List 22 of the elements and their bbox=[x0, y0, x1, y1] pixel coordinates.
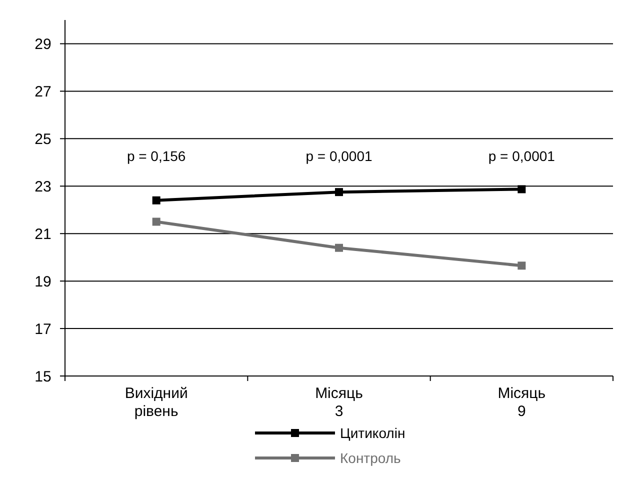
point bbox=[152, 196, 160, 204]
y-tick-label: 19 bbox=[34, 273, 52, 290]
point bbox=[518, 185, 526, 194]
y-tick-label: 29 bbox=[34, 36, 52, 53]
y-tick-label: 21 bbox=[34, 226, 52, 243]
annotation: p = 0,156 bbox=[126, 148, 186, 164]
point bbox=[335, 188, 343, 196]
annotation: p = 0,0001 bbox=[488, 148, 556, 164]
y-tick-label: 23 bbox=[34, 178, 52, 196]
y-tick-label: 25 bbox=[34, 130, 52, 148]
y-tick-label: 27 bbox=[34, 83, 52, 100]
y-tick-label: 17 bbox=[34, 320, 52, 338]
text: Контроль bbox=[340, 450, 401, 466]
annotation: p = 0,0001 bbox=[306, 148, 372, 164]
x-tick-label: Місяць 3 bbox=[315, 385, 364, 420]
point bbox=[152, 218, 160, 226]
point bbox=[335, 244, 343, 252]
text: Цитиколін bbox=[340, 424, 406, 441]
point bbox=[518, 262, 526, 270]
y-tick-label: 15 bbox=[34, 368, 52, 386]
x-tick-label: Місяць 9 bbox=[498, 385, 546, 420]
x-tick-label: Вихідний рівень bbox=[124, 385, 188, 420]
